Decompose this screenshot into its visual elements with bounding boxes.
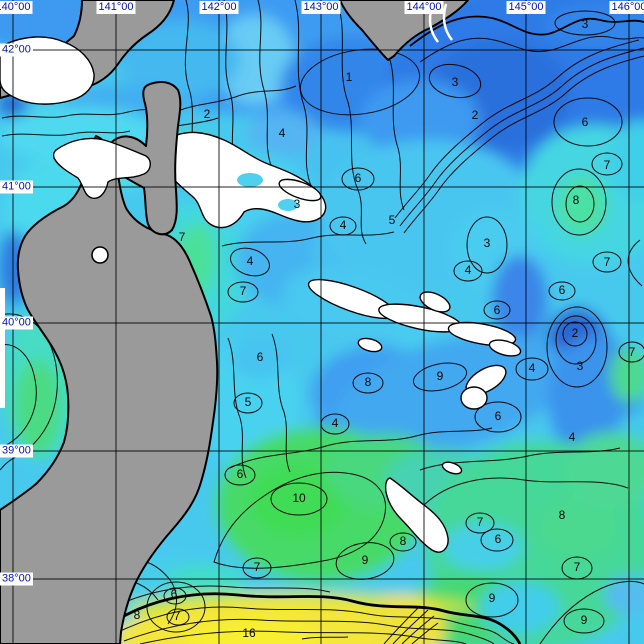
temperature-value-label: 6 (170, 587, 178, 601)
temperature-value-label: 8 (364, 375, 372, 389)
hokkaido-cape-erimo (339, 0, 469, 61)
temperature-value-label: 6 (494, 409, 502, 423)
temperature-value-label: 8 (399, 534, 407, 548)
latitude-label: 42°00 (0, 43, 33, 57)
temperature-value-label: 4 (331, 416, 339, 430)
temperature-value-label: 6 (236, 467, 244, 481)
temperature-value-label: 9 (488, 591, 496, 605)
longitude-label: 140°00 (0, 1, 33, 14)
temperature-value-label: 7 (239, 284, 247, 298)
temperature-value-label: 2 (571, 326, 579, 340)
temperature-value-label: 5 (388, 213, 396, 227)
temperature-value-label: 4 (246, 254, 254, 268)
longitude-label: 143°00 (301, 1, 341, 14)
temperature-value-label: 6 (354, 171, 362, 185)
temperature-value-label: 8 (558, 508, 566, 522)
temperature-value-label: 7 (173, 609, 181, 623)
temperature-value-label: 3 (581, 17, 589, 31)
lake-towada (91, 246, 109, 264)
temperature-value-label: 9 (436, 369, 444, 383)
temperature-value-label: 9 (361, 553, 369, 567)
temperature-value-label: 9 (580, 613, 588, 627)
longitude-label: 144°00 (404, 1, 444, 14)
temperature-value-label: 1 (345, 70, 353, 84)
longitude-label: 146°00 (609, 1, 644, 14)
longitude-label: 142°00 (199, 1, 239, 14)
temperature-value-label: 3 (576, 359, 584, 373)
cloud-nodata-patches (0, 131, 522, 553)
latitude-label: 39°00 (0, 444, 33, 458)
latitude-label: 41°00 (0, 180, 33, 194)
temperature-value-label: 7 (603, 158, 611, 172)
temperature-value-label: 2 (203, 107, 211, 121)
temperature-value-label: 4 (528, 361, 536, 375)
temperature-value-label: 4 (568, 430, 576, 444)
temperature-value-label: 16 (242, 626, 256, 640)
temperature-value-label: 3 (293, 197, 301, 211)
temperature-value-label: 3 (483, 236, 491, 250)
temperature-value-label: 4 (278, 126, 286, 140)
temperature-value-label: 4 (339, 218, 347, 232)
latitude-label: 40°00 (0, 316, 33, 330)
temperature-value-label: 3 (451, 75, 459, 89)
temperature-value-label: 6 (494, 532, 502, 546)
honshu (0, 135, 219, 644)
temperature-value-label: 6 (558, 283, 566, 297)
longitude-label: 145°00 (506, 1, 546, 14)
temperature-value-label: 7 (178, 230, 186, 244)
temperature-value-label: 8 (572, 193, 580, 207)
land-masses (0, 0, 469, 644)
temperature-value-label: 7 (628, 345, 636, 359)
temperature-value-label: 2 (471, 108, 479, 122)
temperature-value-label: 5 (244, 395, 252, 409)
temperature-value-label: 4 (464, 263, 472, 277)
temperature-value-label: 6 (493, 303, 501, 317)
temperature-value-label: 7 (603, 255, 611, 269)
temperature-value-label: 7 (573, 560, 581, 574)
temperature-value-label: 6 (256, 350, 264, 364)
temperature-value-label: 8 (133, 608, 141, 622)
temperature-value-label: 7 (476, 515, 484, 529)
longitude-label: 141°00 (96, 1, 136, 14)
temperature-value-label: 7 (253, 560, 261, 574)
temperature-value-label: 6 (581, 115, 589, 129)
latitude-label: 38°00 (0, 572, 33, 586)
temperature-value-label: 10 (292, 491, 306, 505)
